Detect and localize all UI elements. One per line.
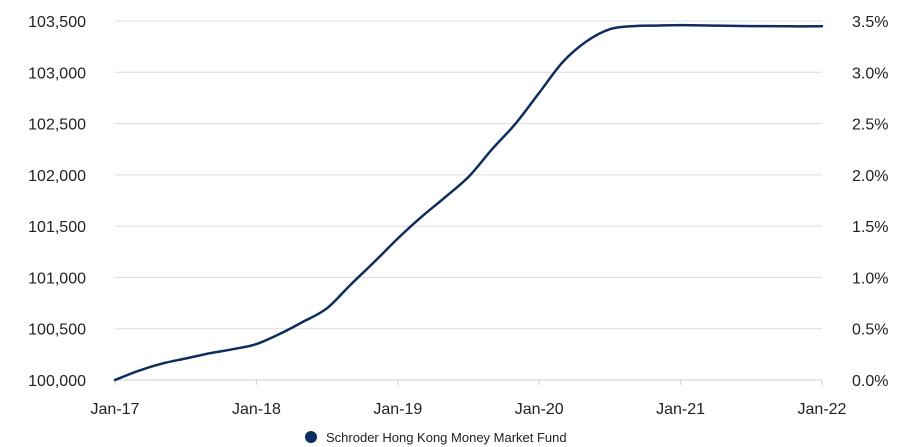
legend-marker (305, 431, 317, 443)
left-y-tick-label: 102,500 (28, 117, 86, 134)
right-y-tick-label: 3.5% (852, 14, 888, 31)
left-y-tick-label: 102,000 (28, 168, 86, 185)
left-y-tick-label: 103,500 (28, 14, 86, 31)
right-y-tick-label: 3.0% (852, 65, 888, 82)
x-axis-tick-labels: Jan-17 Jan-18 Jan-19 Jan-20 Jan-21 Jan-22 (91, 401, 847, 418)
right-y-tick-label: 2.5% (852, 117, 888, 134)
right-y-tick-label: 0.5% (852, 322, 888, 339)
legend-label: Schroder Hong Kong Money Market Fund (326, 430, 567, 445)
x-tick-marks (114, 380, 823, 385)
x-tick-label: Jan-17 (91, 401, 140, 418)
right-y-axis-tick-labels: 0.0% 0.5% 1.0% 1.5% 2.0% 2.5% 3.0% 3.5% (852, 14, 888, 390)
legend: Schroder Hong Kong Money Market Fund (305, 430, 567, 445)
right-y-tick-label: 2.0% (852, 168, 888, 185)
left-y-tick-label: 101,000 (28, 270, 86, 287)
left-y-axis-tick-labels: 100,000 100,500 101,000 101,500 102,000 102,5… (28, 14, 86, 390)
x-tick-label: Jan-20 (515, 401, 564, 418)
x-tick-label: Jan-18 (232, 401, 281, 418)
x-tick-label: Jan-19 (373, 401, 422, 418)
right-y-tick-label: 1.0% (852, 270, 888, 287)
x-tick-label: Jan-21 (656, 401, 705, 418)
left-y-tick-label: 101,500 (28, 219, 86, 236)
gridlines (115, 20, 822, 330)
x-tick-label: Jan-22 (798, 401, 847, 418)
left-y-tick-label: 100,000 (28, 373, 86, 390)
left-y-tick-label: 100,500 (28, 322, 86, 339)
series-line (113, 23, 824, 382)
right-y-tick-label: 0.0% (852, 373, 888, 390)
right-y-tick-label: 1.5% (852, 219, 888, 236)
series-group (113, 23, 824, 382)
left-y-tick-label: 103,000 (28, 65, 86, 82)
